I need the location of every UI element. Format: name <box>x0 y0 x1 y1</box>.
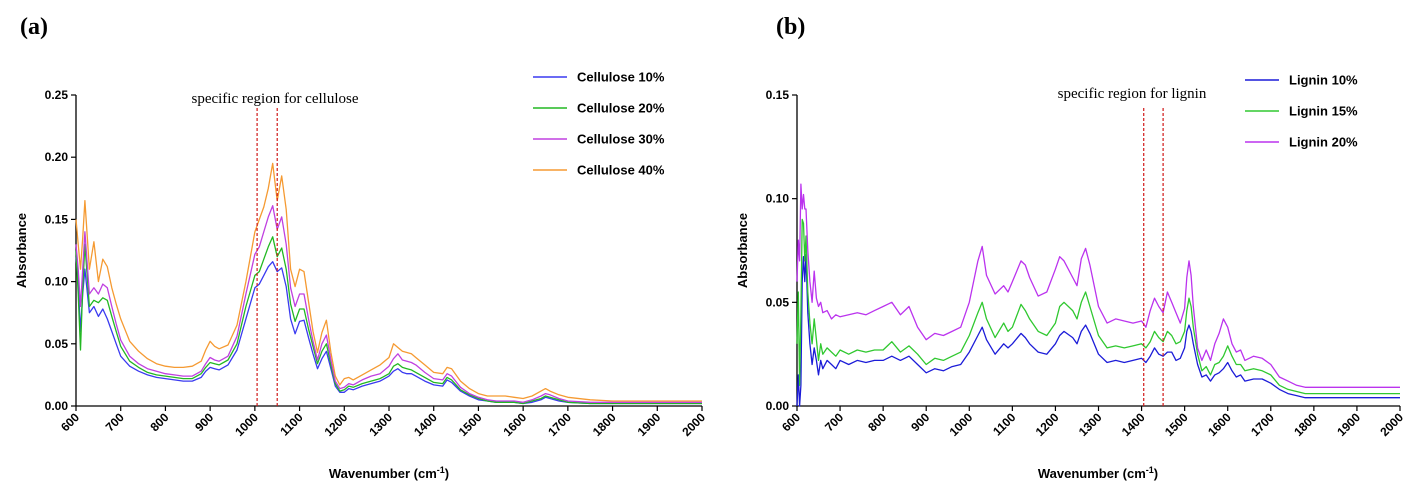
y-tick-label: 0.05 <box>766 295 790 309</box>
y-tick-label: 0.15 <box>45 212 69 226</box>
x-tick-label: 1400 <box>1119 410 1148 439</box>
x-tick-label: 1100 <box>990 410 1019 439</box>
x-tick-label: 800 <box>147 410 171 434</box>
x-axis-title: Wavenumber (cm-1) <box>329 465 449 481</box>
y-tick-label: 0.25 <box>45 88 69 102</box>
legend-label: Lignin 20% <box>1289 135 1358 150</box>
x-tick-label: 1500 <box>456 410 485 439</box>
y-tick-label: 0.15 <box>766 88 790 102</box>
x-tick-label: 1700 <box>1248 410 1277 439</box>
y-tick-label: 0.05 <box>45 337 69 351</box>
series-line-1 <box>796 253 1400 407</box>
series-line-4 <box>75 162 702 402</box>
y-axis-title: Absorbance <box>735 213 750 288</box>
x-axis-title-sup: -1 <box>437 465 445 475</box>
y-tick-label: 0.00 <box>766 399 790 413</box>
x-tick-label: 600 <box>58 410 82 434</box>
y-axis-title: Absorbance <box>14 213 29 288</box>
x-tick-label: 1500 <box>1162 410 1191 439</box>
region-annotation: specific region for lignin <box>1058 86 1207 102</box>
x-tick-label: 1000 <box>232 410 261 439</box>
series-line-3 <box>75 205 702 403</box>
x-tick-label: 1900 <box>635 410 664 439</box>
x-tick-label: 2000 <box>1377 410 1406 439</box>
x-tick-label: 900 <box>192 410 216 434</box>
x-tick-label: 900 <box>908 410 932 434</box>
x-tick-label: 700 <box>822 410 846 434</box>
x-tick-label: 600 <box>779 410 803 434</box>
x-tick-label: 1800 <box>590 410 619 439</box>
x-axis-title-end: ) <box>445 466 449 481</box>
legend-label: Cellulose 30% <box>577 132 665 147</box>
legend-label: Lignin 10% <box>1289 73 1358 88</box>
series-line-2 <box>75 236 702 405</box>
x-tick-label: 800 <box>865 410 889 434</box>
x-tick-label: 1600 <box>1205 410 1234 439</box>
panel-label: (a) <box>20 14 48 40</box>
x-tick-label: 1100 <box>277 410 306 439</box>
panel-label: (b) <box>776 14 805 40</box>
x-tick-label: 1300 <box>1076 410 1105 439</box>
legend-label: Lignin 15% <box>1289 104 1358 119</box>
series-line-2 <box>796 218 1400 395</box>
x-tick-label: 1800 <box>1291 410 1320 439</box>
x-axis-title-main: Wavenumber (cm <box>329 466 437 481</box>
series-line-1 <box>75 256 702 405</box>
panel-a: (a) 0.00 0.05 0.10 0.15 0.20 0.25 600 700 800 900 1… <box>14 14 708 481</box>
region-annotation: specific region for cellulose <box>191 91 358 107</box>
x-tick-label: 1300 <box>366 410 395 439</box>
x-tick-label: 1600 <box>500 410 529 439</box>
legend-label: Cellulose 10% <box>577 70 665 85</box>
x-tick-label: 2000 <box>679 410 708 439</box>
x-axis-title: Wavenumber (cm-1) <box>1038 465 1158 481</box>
x-axis-title-end: ) <box>1154 466 1158 481</box>
x-tick-label: 1000 <box>947 410 976 439</box>
y-tick-label: 0.00 <box>45 399 69 413</box>
x-tick-label: 1900 <box>1334 410 1363 439</box>
legend: Cellulose 10% Cellulose 20% Cellulose 30% C… <box>533 70 665 178</box>
panel-b: (b) 0.00 0.05 0.10 0.15 600 700 800 900 1000 1100 1… <box>735 14 1406 481</box>
x-tick-label: 1700 <box>545 410 574 439</box>
x-tick-label: 1200 <box>322 410 351 439</box>
legend-label: Cellulose 40% <box>577 163 665 178</box>
x-tick-label: 1200 <box>1033 410 1062 439</box>
x-axis-title-sup: -1 <box>1146 465 1154 475</box>
legend: Lignin 10% Lignin 15% Lignin 20% <box>1245 73 1358 150</box>
x-axis-title-main: Wavenumber (cm <box>1038 466 1146 481</box>
legend-label: Cellulose 20% <box>577 101 665 116</box>
x-tick-label: 1400 <box>411 410 440 439</box>
y-tick-label: 0.20 <box>45 150 69 164</box>
y-tick-label: 0.10 <box>766 192 790 206</box>
x-tick-label: 700 <box>103 410 127 434</box>
y-tick-label: 0.10 <box>45 275 69 289</box>
series-line-3 <box>796 183 1400 388</box>
